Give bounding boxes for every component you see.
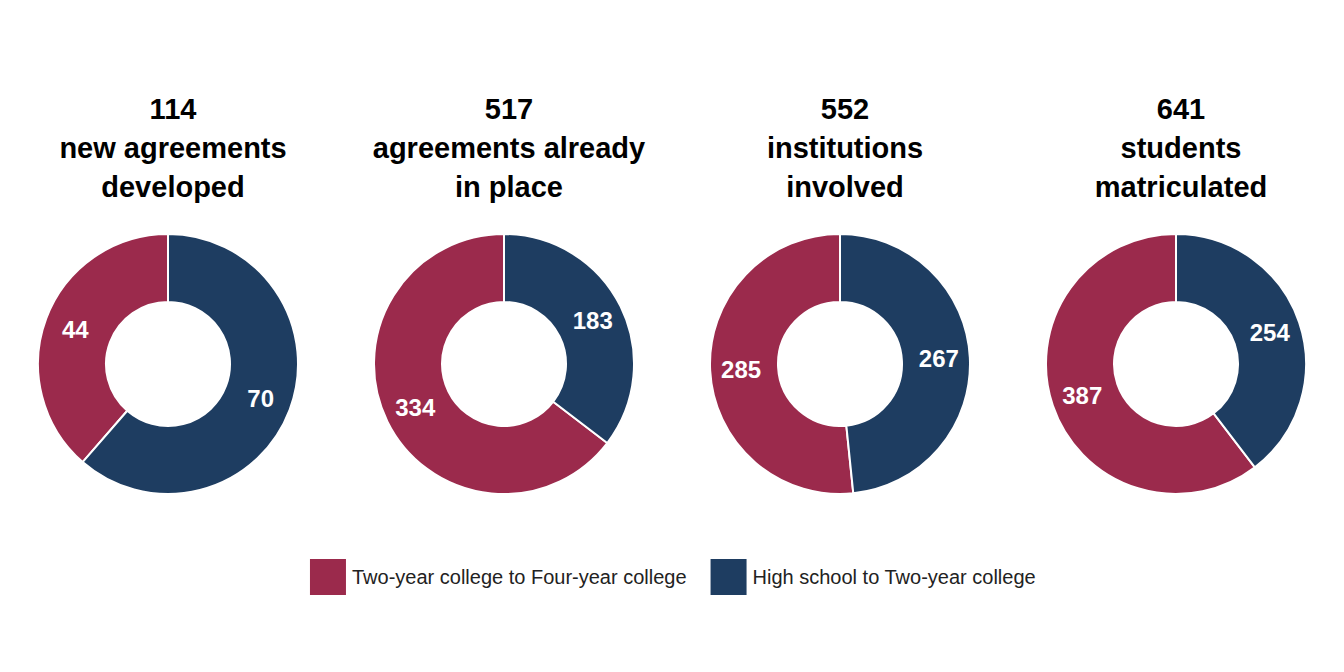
svg-text:High school to Two-year colleg: High school to Two-year college bbox=[753, 566, 1036, 588]
svg-text:in place: in place bbox=[455, 171, 563, 203]
svg-text:institutions: institutions bbox=[767, 132, 923, 164]
svg-text:552: 552 bbox=[821, 93, 869, 125]
svg-text:285: 285 bbox=[721, 356, 761, 383]
svg-text:641: 641 bbox=[1157, 93, 1205, 125]
svg-text:developed: developed bbox=[101, 171, 244, 203]
svg-text:254: 254 bbox=[1250, 319, 1291, 346]
svg-text:44: 44 bbox=[62, 316, 89, 343]
svg-text:Two-year college to Four-year: Two-year college to Four-year college bbox=[352, 566, 687, 588]
svg-text:students: students bbox=[1121, 132, 1242, 164]
svg-text:334: 334 bbox=[395, 394, 436, 421]
svg-text:114: 114 bbox=[150, 93, 197, 125]
svg-text:183: 183 bbox=[573, 307, 613, 334]
svg-text:517: 517 bbox=[485, 93, 533, 125]
svg-text:70: 70 bbox=[247, 385, 274, 412]
svg-text:267: 267 bbox=[919, 345, 959, 372]
svg-text:387: 387 bbox=[1062, 382, 1102, 409]
svg-text:agreements already: agreements already bbox=[373, 132, 645, 164]
svg-text:involved: involved bbox=[786, 171, 904, 203]
svg-text:matriculated: matriculated bbox=[1095, 171, 1267, 203]
svg-text:new agreements: new agreements bbox=[59, 132, 286, 164]
